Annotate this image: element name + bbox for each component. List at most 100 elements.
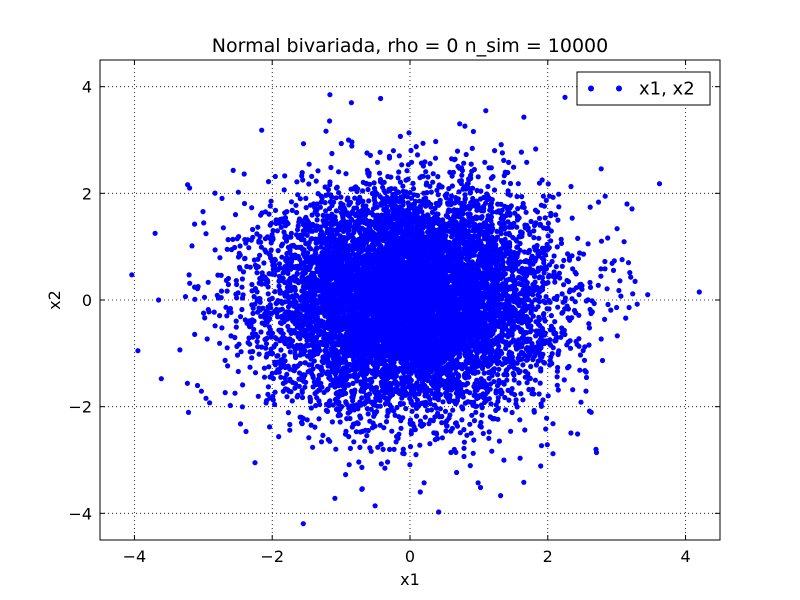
scatter-point: [217, 340, 223, 346]
scatter-point: [300, 521, 306, 527]
scatter-point: [336, 190, 342, 196]
scatter-point: [614, 226, 620, 232]
scatter-point: [413, 452, 419, 458]
scatter-point: [362, 438, 368, 444]
scatter-point: [407, 444, 414, 450]
scatter-point: [508, 428, 514, 434]
scatter-point: [198, 388, 204, 394]
scatter-point: [422, 414, 428, 420]
scatter-point: [555, 217, 561, 223]
scatter-point: [556, 191, 562, 197]
scatter-point: [308, 405, 314, 411]
scatter-point: [501, 457, 507, 463]
scatter-point: [367, 152, 373, 158]
scatter-point: [501, 179, 507, 185]
scatter-point: [528, 363, 534, 370]
scatter-point: [276, 261, 283, 267]
scatter-point: [531, 235, 537, 241]
scatter-point: [322, 219, 328, 225]
scatter-point: [201, 310, 207, 316]
scatter-point: [195, 284, 201, 290]
scatter-point: [255, 334, 261, 340]
scatter-point: [581, 357, 588, 363]
scatter-point: [234, 343, 240, 349]
scatter-point: [509, 386, 515, 392]
scatter-point: [427, 161, 433, 167]
scatter-point: [235, 189, 241, 195]
scatter-point: [541, 315, 547, 321]
scatter-point: [558, 334, 564, 340]
scatter-point: [433, 138, 439, 145]
scatter-point: [357, 413, 363, 419]
scatter-point: [493, 402, 499, 408]
scatter-point: [550, 451, 556, 457]
scatter-point: [486, 435, 492, 441]
scatter-point: [186, 272, 192, 278]
scatter-point: [471, 166, 477, 173]
scatter-point: [403, 406, 409, 412]
scatter-point: [246, 245, 252, 251]
scatter-point: [605, 235, 611, 241]
scatter-point: [329, 419, 335, 425]
scatter-point: [237, 314, 244, 320]
scatter-point: [232, 212, 239, 218]
scatter-point: [422, 159, 428, 165]
scatter-point: [496, 359, 502, 365]
scatter-point: [217, 255, 223, 261]
scatter-point: [457, 121, 463, 127]
scatter-point: [204, 336, 210, 342]
scatter-point: [243, 428, 249, 435]
scatter-point: [340, 228, 347, 234]
scatter-point: [316, 416, 322, 422]
scatter-point: [278, 347, 284, 353]
scatter-point: [503, 407, 509, 413]
scatter-point: [320, 432, 326, 438]
scatter-point: [586, 342, 592, 348]
scatter-point: [485, 363, 491, 369]
scatter-point: [628, 274, 634, 280]
scatter-point: [506, 397, 512, 403]
scatter-point: [377, 170, 383, 176]
scatter-point: [293, 202, 299, 208]
scatter-point: [599, 357, 606, 364]
scatter-point: [413, 144, 419, 150]
scatter-point: [524, 159, 530, 165]
scatter-point: [396, 169, 402, 175]
scatter-point: [587, 284, 594, 290]
scatter-point: [461, 445, 467, 451]
scatter-point: [610, 267, 617, 273]
scatter-point: [263, 400, 269, 406]
scatter-point: [568, 430, 574, 436]
scatter-point: [351, 439, 357, 445]
scatter-point: [158, 376, 164, 382]
scatter-point: [365, 411, 371, 417]
scatter-point: [284, 394, 290, 400]
scatter-point: [545, 181, 551, 187]
scatter-point: [203, 395, 209, 401]
scatter-point: [475, 174, 481, 180]
scatter-point: [543, 294, 549, 300]
scatter-point: [238, 349, 244, 355]
scatter-point: [432, 155, 439, 161]
scatter-point: [554, 244, 560, 250]
scatter-point: [265, 384, 271, 390]
scatter-point: [587, 279, 593, 286]
scatter-point: [288, 199, 295, 205]
scatter-points: [129, 92, 702, 527]
scatter-point: [185, 409, 192, 415]
scatter-point: [533, 362, 540, 368]
scatter-point: [608, 307, 614, 313]
scatter-point: [531, 222, 538, 229]
scatter-point: [536, 391, 542, 397]
scatter-point: [538, 443, 545, 449]
scatter-point: [548, 313, 555, 319]
scatter-point: [548, 210, 554, 216]
scatter-point: [219, 325, 225, 331]
scatter-point: [521, 114, 527, 120]
scatter-point: [250, 226, 256, 233]
scatter-point: [479, 412, 485, 418]
scatter-point: [347, 445, 353, 451]
scatter-point: [467, 463, 473, 469]
scatter-point: [349, 424, 355, 430]
